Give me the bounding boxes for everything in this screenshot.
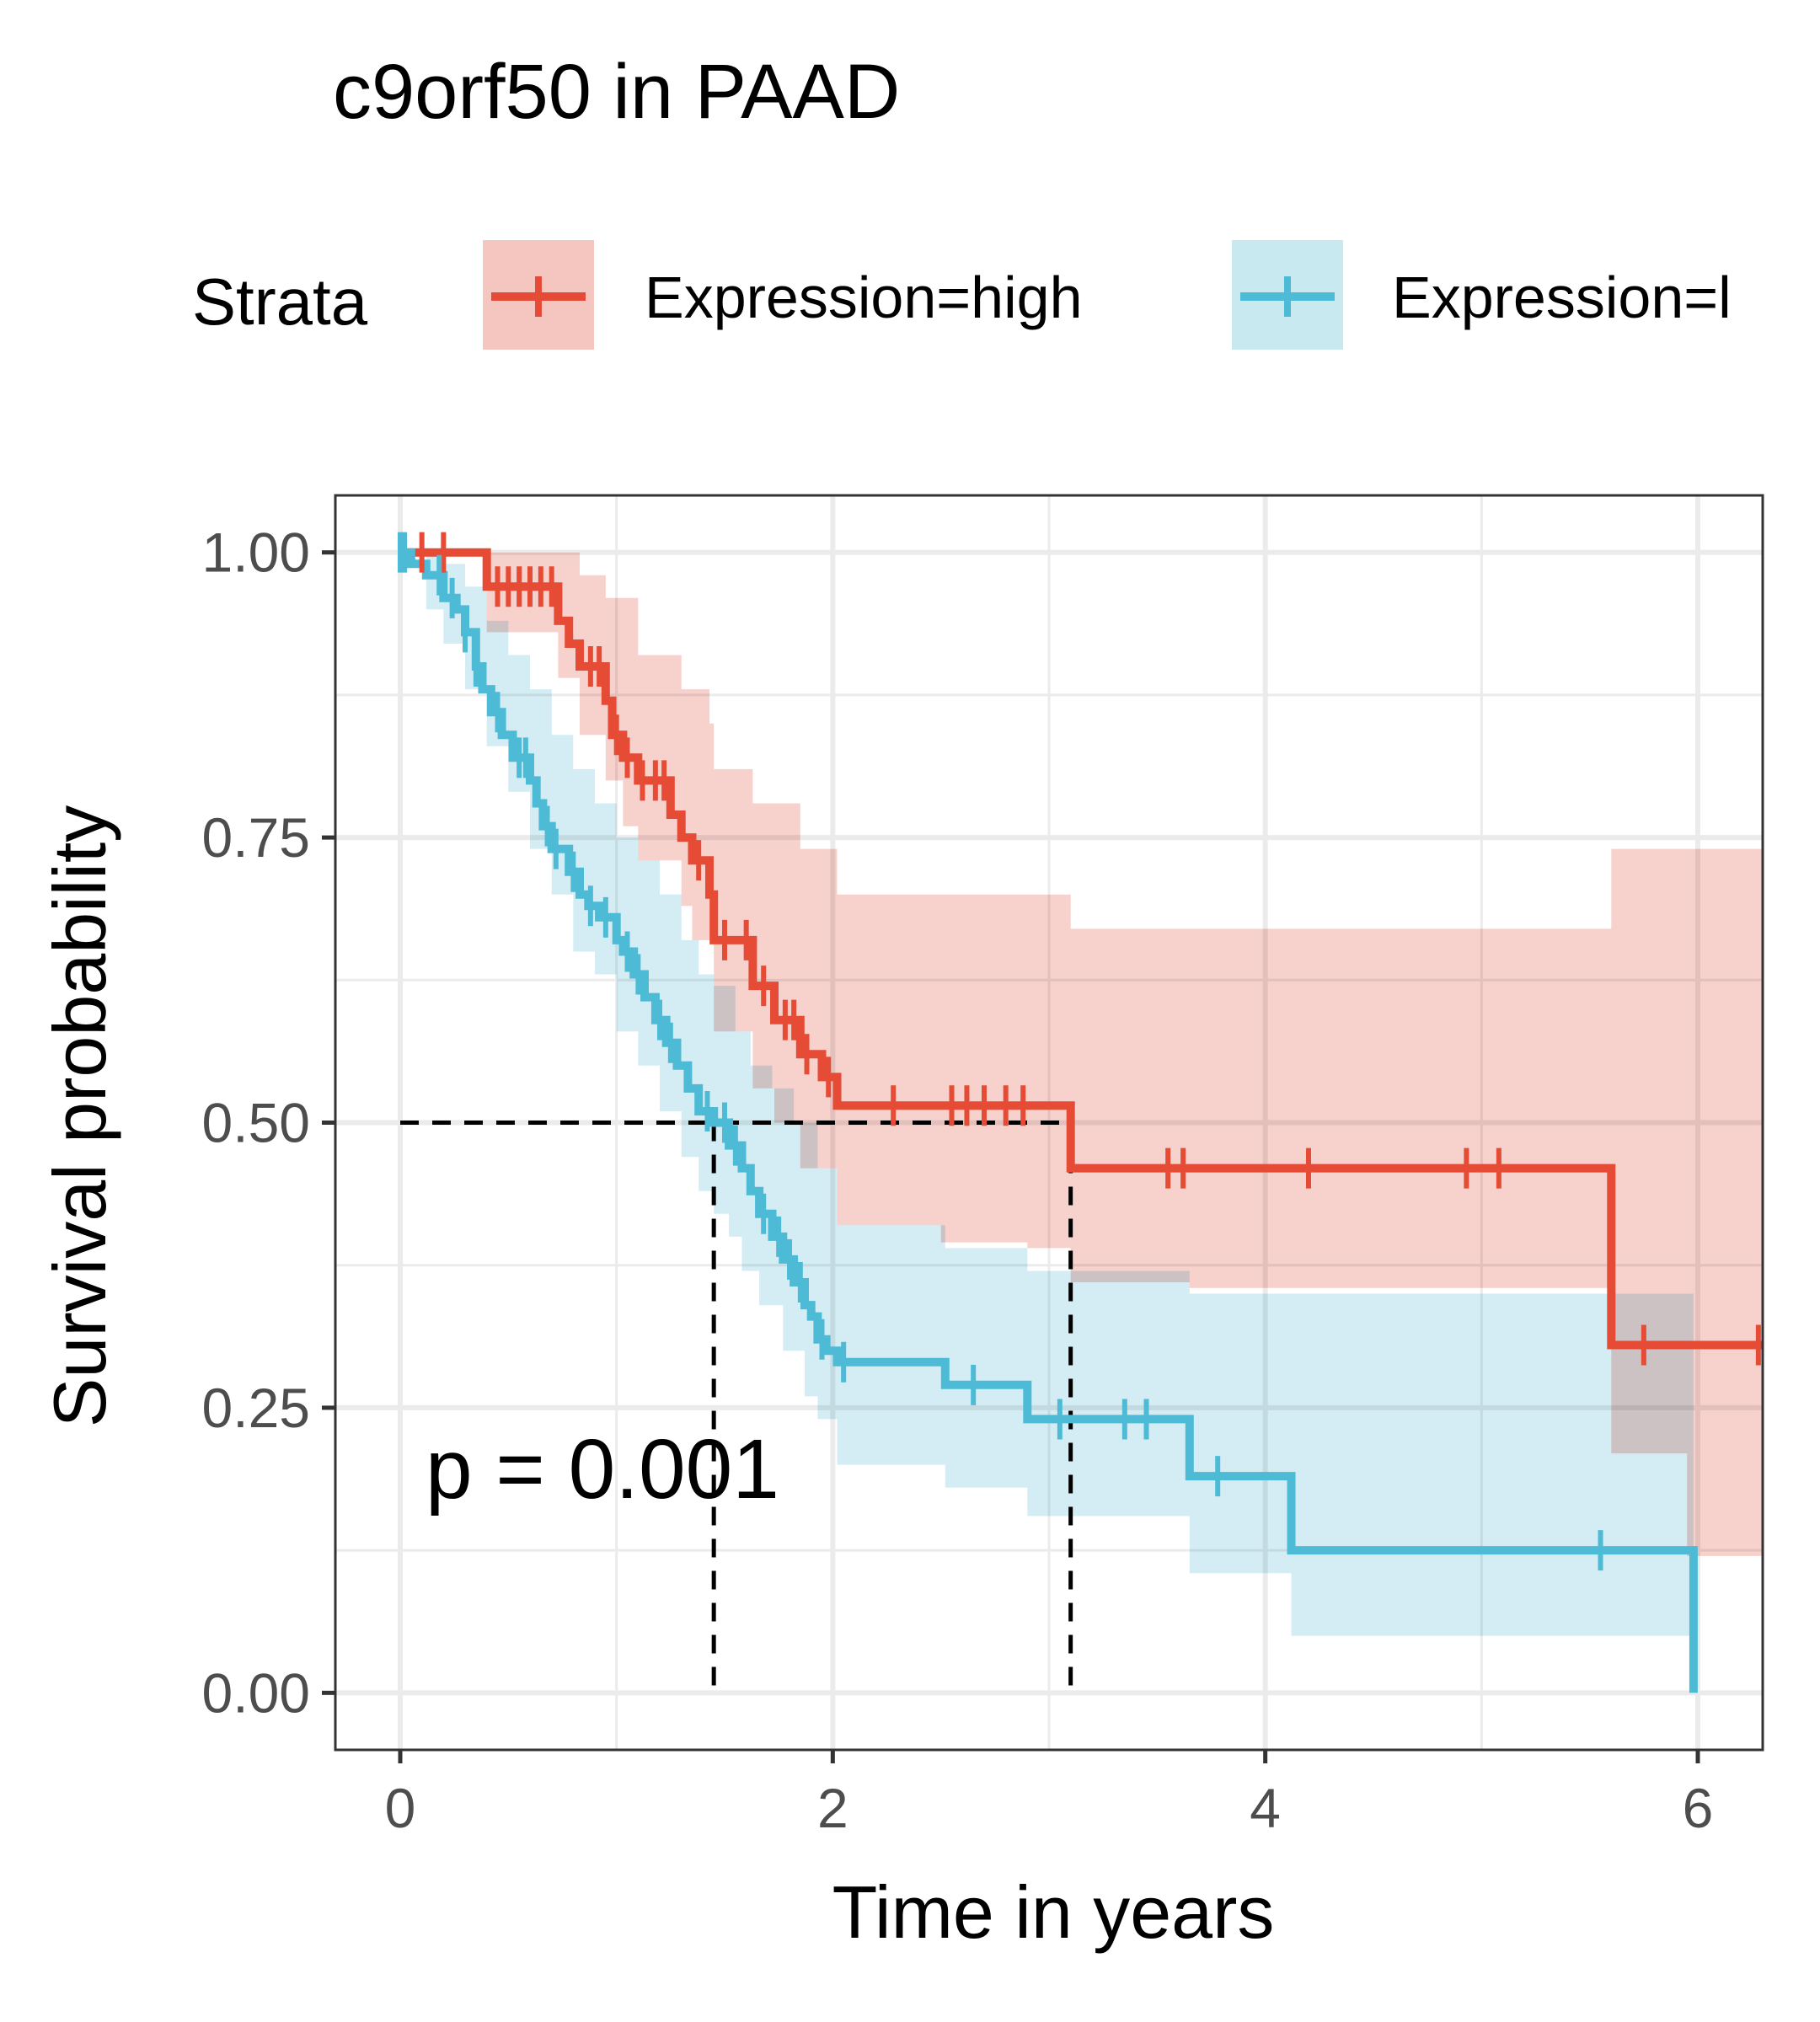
- confidence-band-1: [400, 552, 1694, 1636]
- y-tick-label: 0.75: [202, 806, 310, 869]
- axes: 0 2 4 6 0.00 0.25 0.50 0.75 1.00: [202, 522, 1714, 1839]
- x-tick-label: 2: [817, 1777, 848, 1839]
- y-tick-label: 0.50: [202, 1092, 310, 1154]
- x-tick-label: 4: [1250, 1777, 1281, 1839]
- confidence-bands: [400, 552, 1763, 1636]
- y-tick-label: 0.00: [202, 1661, 310, 1724]
- censor-marks: [398, 532, 1761, 1571]
- x-axis-title: Time in years: [832, 1870, 1275, 1954]
- confidence-band-0: [400, 552, 1763, 1556]
- legend: Strata Expression=high Expression=l: [192, 240, 1732, 350]
- survival-curves: [400, 548, 1763, 1693]
- p-value-annotation: p = 0.001: [426, 1422, 779, 1516]
- y-tick-label: 1.00: [202, 522, 310, 584]
- legend-title: Strata: [192, 265, 368, 339]
- x-tick-label: 6: [1683, 1777, 1714, 1839]
- survival-curve-0: [400, 548, 1763, 1350]
- median-lines: [400, 1121, 1073, 1693]
- survival-curve-1: [400, 548, 1698, 1693]
- y-axis-title: Survival probability: [38, 805, 121, 1428]
- legend-label-low: Expression=l: [1392, 265, 1732, 330]
- x-tick-label: 0: [385, 1777, 416, 1839]
- chart-title: c9orf50 in PAAD: [333, 49, 900, 135]
- legend-label-high: Expression=high: [645, 265, 1083, 330]
- y-tick-label: 0.25: [202, 1377, 310, 1439]
